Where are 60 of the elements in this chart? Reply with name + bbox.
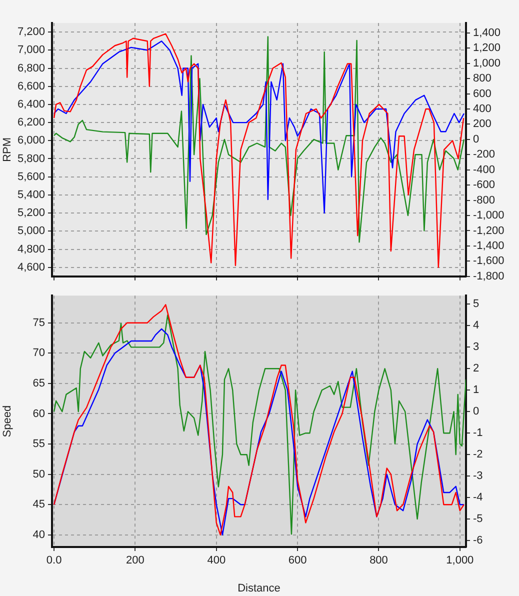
y2-tick-label: 600 <box>473 88 492 100</box>
y2-tick-label: -400 <box>473 164 496 176</box>
y2-tick-label: 0 <box>473 406 480 418</box>
y2-tick-label: 400 <box>473 103 492 116</box>
y2-tick-label: -3 <box>473 470 483 482</box>
y2-tick-label: 1,400 <box>473 26 501 39</box>
x-tick-label: 400 <box>207 554 226 567</box>
y-axis-title: Speed <box>2 405 14 438</box>
x-tick-label: 0.0 <box>46 554 62 567</box>
y-tick-label: 5,400 <box>17 188 45 201</box>
x-tick-label: 600 <box>288 554 307 567</box>
y-tick-label: 7,000 <box>17 44 45 56</box>
y2-tick-label: -600 <box>473 179 496 192</box>
y2-tick-label: 5 <box>473 298 480 310</box>
y-tick-label: 5,600 <box>17 170 45 183</box>
y2-tick-label: -1,400 <box>473 240 504 252</box>
y-tick-label: 6,400 <box>17 98 45 110</box>
y2-tick-label: -200 <box>473 148 496 161</box>
y-tick-label: 45 <box>32 498 45 511</box>
y2-tick-label: 0 <box>473 133 480 146</box>
y-tick-label: 75 <box>32 316 45 329</box>
y-tick-label: 60 <box>32 408 45 420</box>
y2-tick-label: 2 <box>473 362 480 375</box>
y-tick-label: 5,800 <box>17 152 45 165</box>
y2-tick-label: -2 <box>473 448 483 461</box>
y-tick-label: 6,000 <box>17 134 45 147</box>
x-tick-label: 1,000 <box>446 554 474 567</box>
y-tick-label: 70 <box>32 347 45 360</box>
y2-tick-label: 200 <box>473 118 492 130</box>
y2-tick-label: 1,000 <box>473 57 501 70</box>
y-tick-label: 5,200 <box>17 207 45 220</box>
y2-tick-label: 1 <box>473 384 480 396</box>
y2-tick-label: -1,600 <box>473 255 504 268</box>
y2-tick-label: 4 <box>473 320 480 332</box>
y-tick-label: 65 <box>32 377 45 390</box>
y-tick-label: 55 <box>32 438 45 450</box>
y2-tick-label: -800 <box>473 194 496 206</box>
y2-tick-label: 800 <box>473 72 492 85</box>
y2-tick-label: -1,200 <box>473 224 504 237</box>
y-tick-label: 6,600 <box>17 80 45 92</box>
x-tick-label: 800 <box>370 554 388 567</box>
y2-tick-label: -1,000 <box>473 210 504 222</box>
y2-tick-label: -1 <box>473 427 483 440</box>
y2-tick-label: -1,800 <box>473 270 504 282</box>
x-axis-title: Distance <box>238 582 280 594</box>
y2-tick-label: -5 <box>473 513 483 526</box>
y-tick-label: 40 <box>32 528 45 541</box>
y-tick-label: 50 <box>32 468 45 480</box>
y2-tick-label: 3 <box>473 341 480 354</box>
y-tick-label: 7,200 <box>17 26 45 38</box>
y-tick-label: 4,800 <box>17 243 45 256</box>
y2-tick-label: -6 <box>473 534 483 547</box>
y-tick-label: 4,600 <box>17 261 45 274</box>
y2-tick-label: -4 <box>473 492 483 504</box>
x-tick-label: 200 <box>126 554 144 567</box>
y-tick-label: 6,200 <box>17 116 45 129</box>
y-tick-label: 6,800 <box>17 62 45 74</box>
y-tick-label: 5,000 <box>17 225 45 238</box>
y2-tick-label: 1,200 <box>473 42 501 54</box>
y-axis-title: RPM <box>2 137 14 162</box>
